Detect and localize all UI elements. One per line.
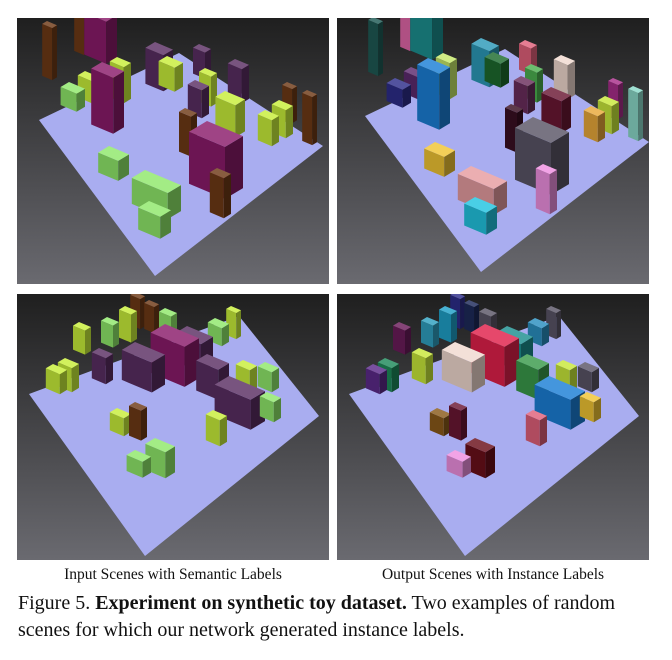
semantic-scene-2-block-19: [259, 392, 281, 423]
instance-scene-2-block-24: [446, 450, 471, 478]
instance-scene-1-block-6: [484, 52, 509, 88]
scene-1-semantic-render: [17, 18, 329, 284]
instance-scene-1-block-24: [464, 197, 497, 235]
input-scenes-label: Input Scenes with Semantic Labels: [64, 566, 282, 583]
instance-scene-1-block-2: [410, 18, 443, 60]
semantic-scene-2-block-10: [150, 324, 199, 387]
instance-scene-2-block-19: [579, 392, 601, 423]
instance-scene-1-block-4: [368, 18, 383, 77]
semantic-scene-1-block-9: [227, 59, 249, 104]
semantic-scene-1-block-11: [60, 82, 85, 112]
semantic-scene-2-block-5: [119, 306, 137, 343]
scene-1-instance: [337, 18, 649, 284]
semantic-scene-1-block-2: [84, 18, 117, 64]
instance-scene-2-block-14: [577, 362, 599, 393]
caption-text: Two examples of random scenes for which …: [18, 592, 616, 641]
semantic-scene-1-block-18: [302, 90, 317, 146]
scene-2-semantic-render: [17, 294, 329, 560]
instance-scene-2-block-15: [365, 364, 387, 395]
instance-scene-2-block-21: [449, 402, 467, 441]
instance-scene-1-block-17: [583, 106, 605, 143]
semantic-scene-2-block-12: [91, 348, 113, 385]
scene-2-semantic: [17, 294, 329, 560]
caption-label: Figure 5.: [18, 592, 91, 614]
semantic-scene-2-block-24: [126, 450, 151, 478]
instance-scene-2-block-22: [525, 410, 547, 447]
instance-scene-2-block-11: [441, 342, 485, 393]
output-scenes-label: Output Scenes with Instance Labels: [381, 566, 605, 583]
semantic-scene-1-block-4: [42, 21, 57, 81]
caption-title: Experiment on synthetic toy dataset.: [95, 592, 407, 614]
semantic-scene-1-block-23: [209, 168, 231, 219]
instance-scene-2-block-5: [439, 306, 457, 343]
semantic-scene-1-block-12: [187, 80, 209, 119]
scene-1-instance-render: [337, 18, 649, 284]
semantic-scene-1-block-17: [257, 110, 279, 147]
semantic-scene-2-block-11: [121, 342, 165, 393]
instance-scene-2-block-12: [411, 348, 433, 385]
instance-scene-2-block-8: [393, 322, 411, 355]
semantic-scene-2-block-21: [129, 402, 147, 441]
instance-scene-1-block-12: [513, 76, 535, 115]
semantic-scene-2-block-2: [144, 300, 159, 334]
instance-scene-1-block-11: [386, 78, 411, 108]
semantic-scene-2-block-14: [257, 362, 279, 393]
scene-2-instance: [337, 294, 649, 560]
instance-scene-1-block-9: [553, 55, 575, 100]
instance-scene-2-block-7: [421, 317, 439, 348]
instance-scene-1-block-23: [535, 164, 557, 215]
instance-scene-1-block-20: [424, 142, 455, 177]
semantic-scene-1-block-24: [138, 201, 171, 239]
scene-1-semantic: [17, 18, 329, 284]
instance-scene-2-block-2: [464, 300, 479, 334]
semantic-scene-2-block-7: [101, 317, 119, 348]
instance-scene-1-block-14: [417, 58, 450, 130]
semantic-scene-2-block-15: [45, 364, 67, 395]
semantic-scene-1-block-20: [98, 146, 129, 181]
instance-scene-1-block-18: [628, 86, 643, 142]
scene-2-instance-render: [337, 294, 649, 560]
semantic-scene-2-block-8: [73, 322, 91, 355]
figure-caption: Figure 5. Experiment on synthetic toy da…: [18, 590, 658, 644]
semantic-scene-1-block-6: [158, 56, 183, 92]
semantic-scene-2-block-22: [205, 410, 227, 447]
semantic-scene-1-block-14: [91, 62, 124, 134]
